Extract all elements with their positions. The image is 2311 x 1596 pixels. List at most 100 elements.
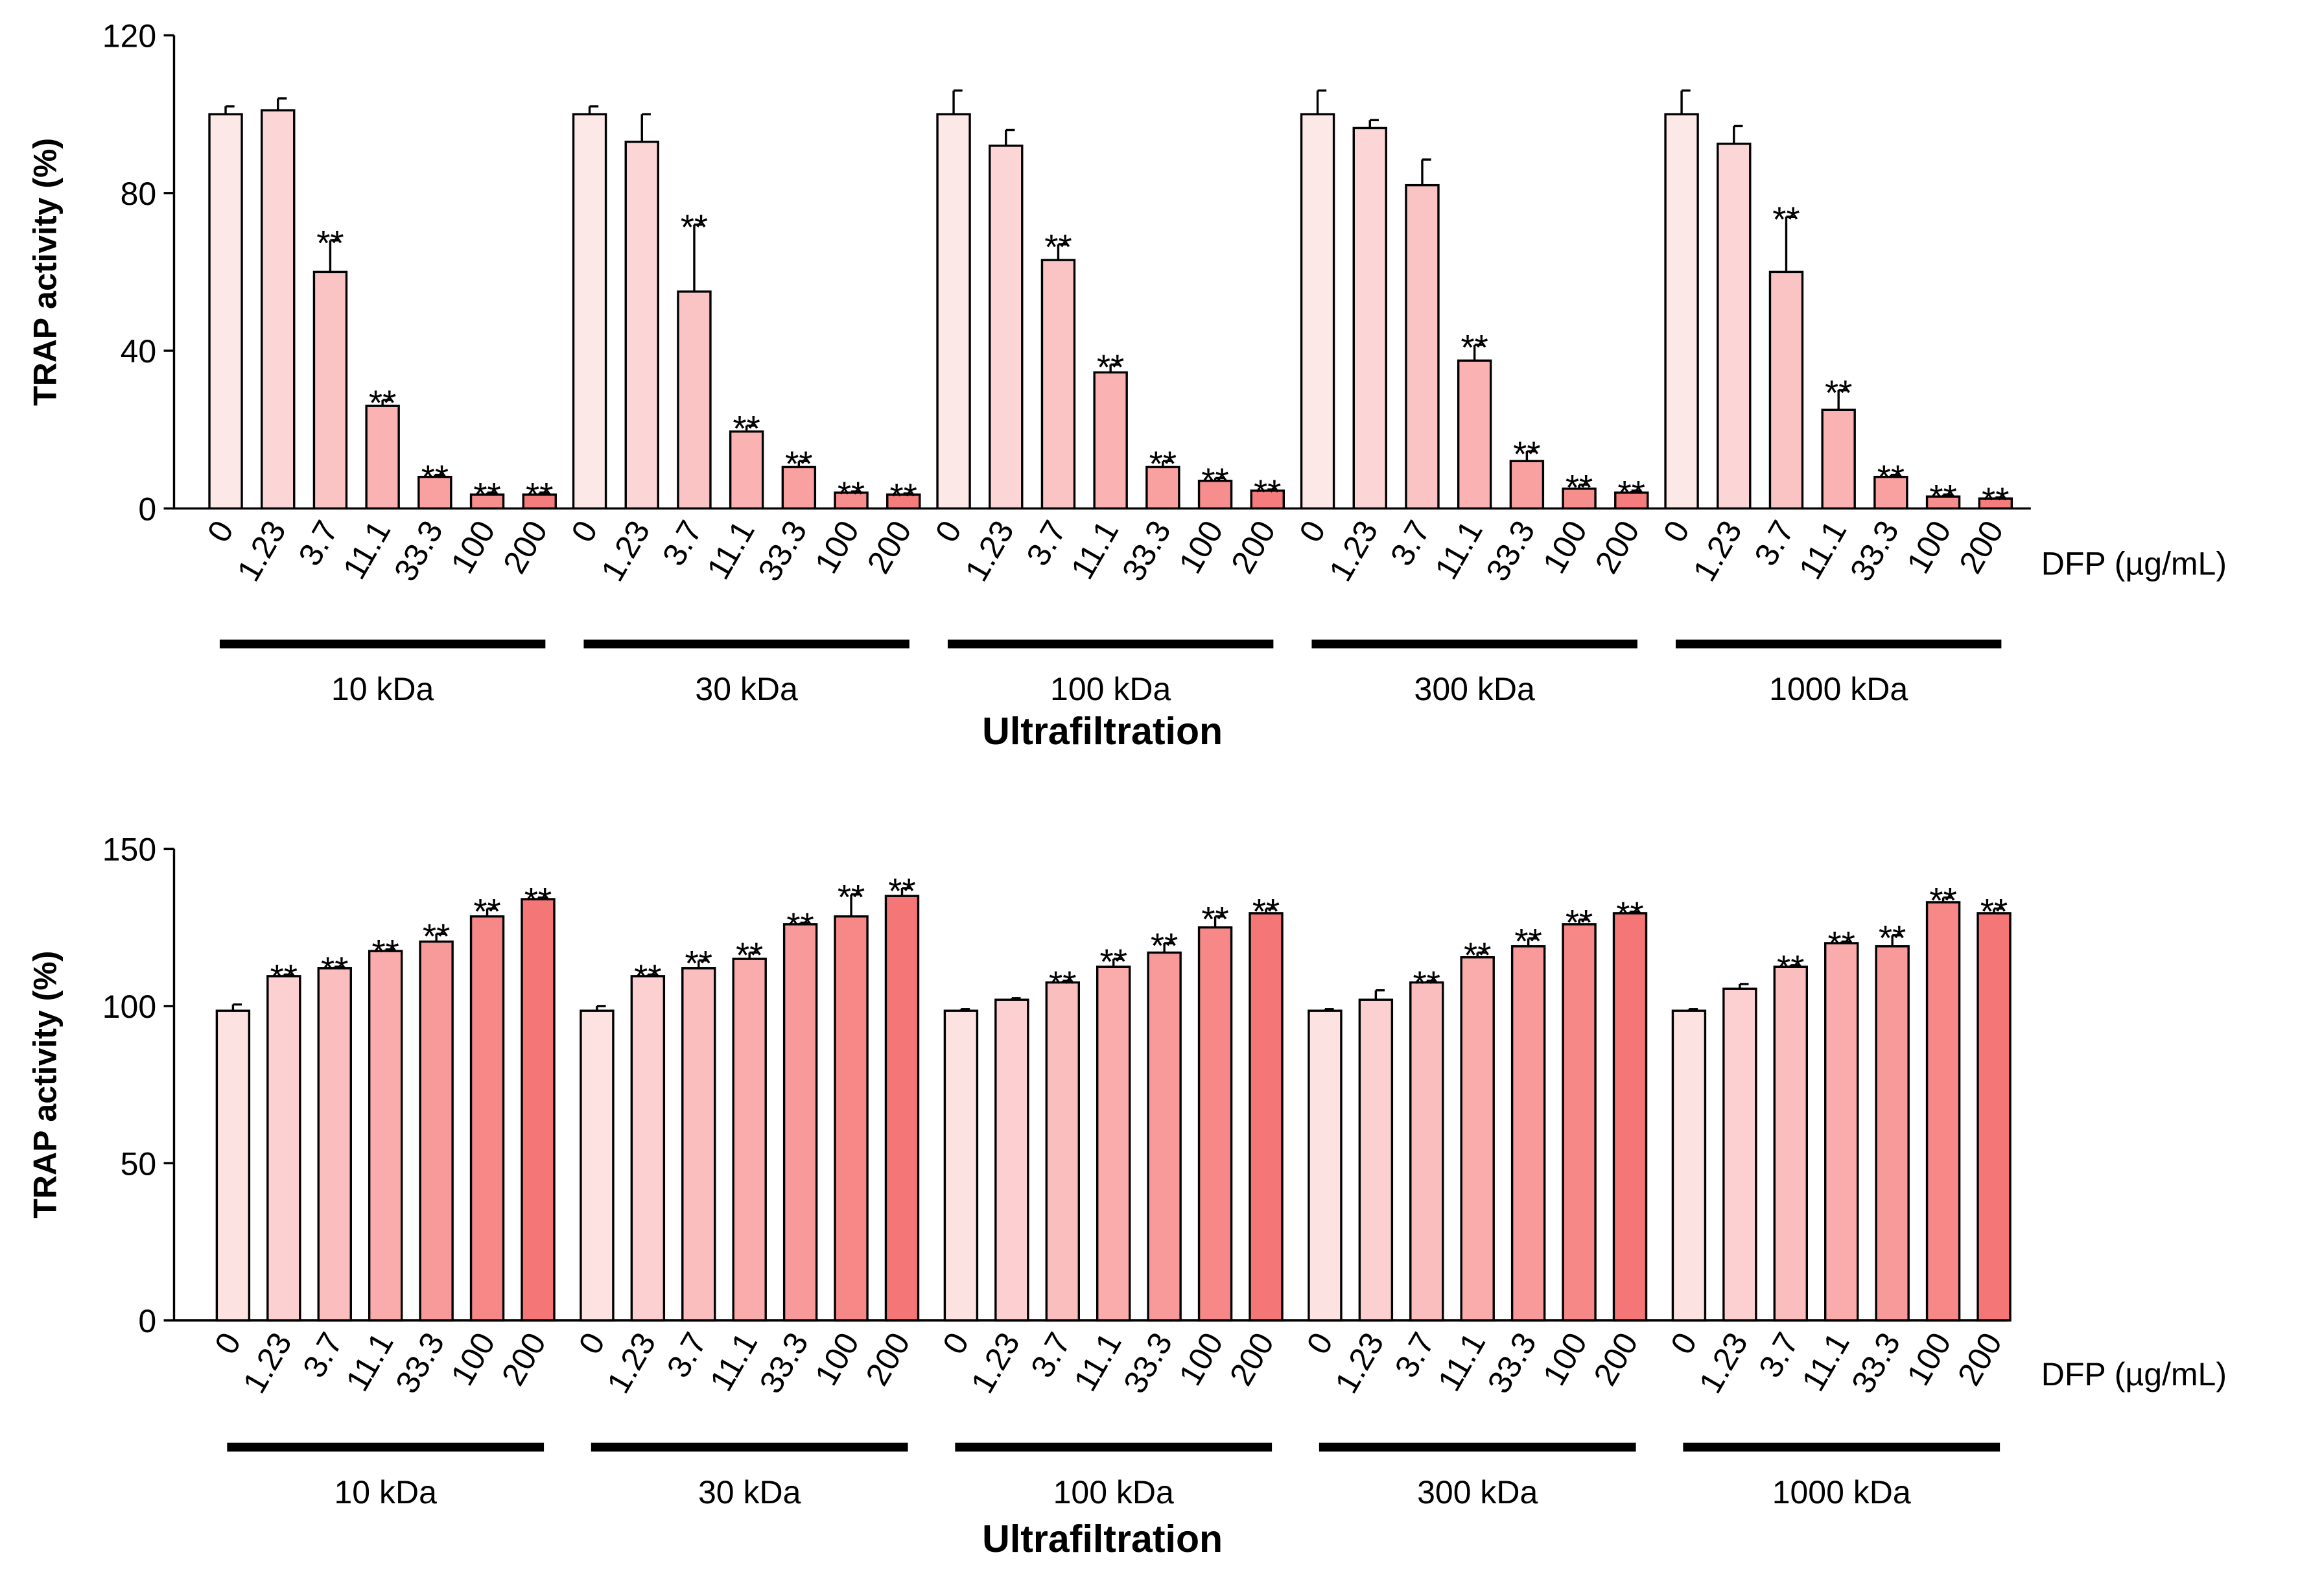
bar [1197, 926, 1233, 1322]
significance: ** [1980, 891, 2008, 931]
x-tick-label: 1.23 [1328, 1326, 1390, 1399]
y-axis-label: TRAP activity (%) [27, 138, 64, 406]
x-tick-label: 1.23 [230, 515, 293, 587]
bar [312, 270, 348, 510]
significance: ** [1982, 480, 2009, 520]
bar [1925, 495, 1961, 510]
significance: ** [1513, 434, 1540, 474]
bar [677, 290, 712, 510]
group-label: 1000 kDa [1772, 1474, 1911, 1510]
significance: ** [1879, 919, 1906, 958]
x-tick-label: 1.23 [964, 1326, 1027, 1399]
bar [417, 475, 452, 510]
significance: ** [1616, 895, 1643, 934]
bar [1093, 371, 1128, 510]
x-tick-label: 200 [496, 515, 554, 580]
bar [1612, 912, 1648, 1322]
x-tick-label: 0 [1300, 1326, 1340, 1360]
bar [886, 493, 921, 510]
bar [208, 113, 243, 510]
x-tick-label: 100 [444, 515, 502, 580]
x-tick-label: 1.23 [958, 515, 1021, 587]
bar [1145, 465, 1180, 510]
significance: ** [1413, 964, 1440, 1003]
x-tick-label: 0 [564, 515, 604, 548]
bar [1460, 956, 1495, 1322]
significance: ** [1149, 444, 1177, 484]
x-tick-label: 33.3 [387, 515, 450, 587]
bar [1722, 987, 1757, 1322]
bar [1040, 259, 1076, 510]
y-tick-label: 80 [121, 176, 157, 212]
bar [936, 113, 971, 510]
x-tick-label: 100 [1900, 1326, 1958, 1391]
x-tick-label: 11.1 [1064, 515, 1125, 585]
x-tick-label: 200 [1586, 1326, 1645, 1391]
significance: ** [1049, 964, 1076, 1003]
significance: ** [1044, 228, 1072, 267]
bar [729, 430, 764, 510]
bar [943, 1009, 979, 1322]
x-tick-label: 1.23 [594, 515, 657, 587]
x-tick-label: 0 [572, 1326, 612, 1360]
y-tick-label: 120 [102, 18, 156, 54]
x-tick-label: 0 [207, 1326, 248, 1360]
x-tick-label: 100 [1536, 515, 1594, 580]
x-tick-label: 0 [1292, 515, 1332, 548]
bar [261, 109, 296, 510]
bar [781, 465, 817, 510]
significance: ** [1097, 347, 1124, 387]
x-tick-label: 0 [1663, 1326, 1704, 1360]
bar [1671, 1009, 1707, 1322]
x-tick-label: 100 [808, 1326, 866, 1391]
x-tick-label: 1.23 [600, 1326, 663, 1399]
x-tick-label: 11.1 [1067, 1326, 1129, 1397]
significance: ** [733, 408, 760, 448]
x-tick-label: 33.3 [1844, 1326, 1907, 1399]
bar [630, 975, 666, 1322]
bar [1821, 408, 1856, 510]
x-tick-label: 11.1 [1792, 515, 1853, 585]
x-tick-label: 33.3 [1843, 515, 1906, 587]
significance: ** [1929, 478, 1956, 517]
x-tick-label: 11.1 [339, 1326, 401, 1397]
significance: ** [1252, 891, 1280, 931]
x-tick-label: 33.3 [1116, 1326, 1179, 1399]
bar [580, 1009, 615, 1322]
bar [365, 405, 400, 510]
bar [782, 923, 818, 1322]
x-tick-label: 11.1 [703, 1326, 764, 1397]
x-tick-label: 100 [1536, 1326, 1594, 1391]
x-tick-label: 11.1 [1428, 515, 1490, 585]
dose-label: DFP (µg/mL) [2041, 546, 2227, 582]
x-tick-label: 200 [1224, 515, 1282, 580]
x-tick-label: 33.3 [751, 515, 814, 587]
bar [1250, 489, 1285, 510]
bar [419, 940, 454, 1322]
group-label: 100 kDa [1053, 1474, 1174, 1510]
bar [1197, 480, 1233, 510]
significance: ** [1929, 880, 1956, 920]
bar [1147, 951, 1182, 1322]
x-axis-label: Ultrafiltration [982, 1517, 1223, 1560]
bar [834, 915, 869, 1322]
bar [317, 967, 352, 1322]
significance: ** [890, 476, 917, 516]
significance: ** [270, 957, 298, 997]
significance: ** [1099, 942, 1127, 981]
significance: ** [1201, 461, 1228, 500]
bar [1773, 965, 1809, 1322]
x-tick-label: 0 [1656, 515, 1696, 548]
significance: ** [421, 458, 449, 497]
significance: ** [786, 906, 814, 945]
x-tick-label: 33.3 [1481, 1326, 1543, 1399]
bar [215, 1009, 251, 1322]
x-tick-label: 1.23 [1686, 515, 1749, 587]
x-tick-label: 200 [1223, 1326, 1281, 1391]
bar [469, 915, 505, 1322]
group-label: 300 kDa [1417, 1474, 1538, 1510]
bar [1978, 497, 2013, 510]
significance: ** [473, 476, 500, 515]
x-tick-label: 33.3 [753, 1326, 815, 1399]
bar [1664, 113, 1699, 510]
